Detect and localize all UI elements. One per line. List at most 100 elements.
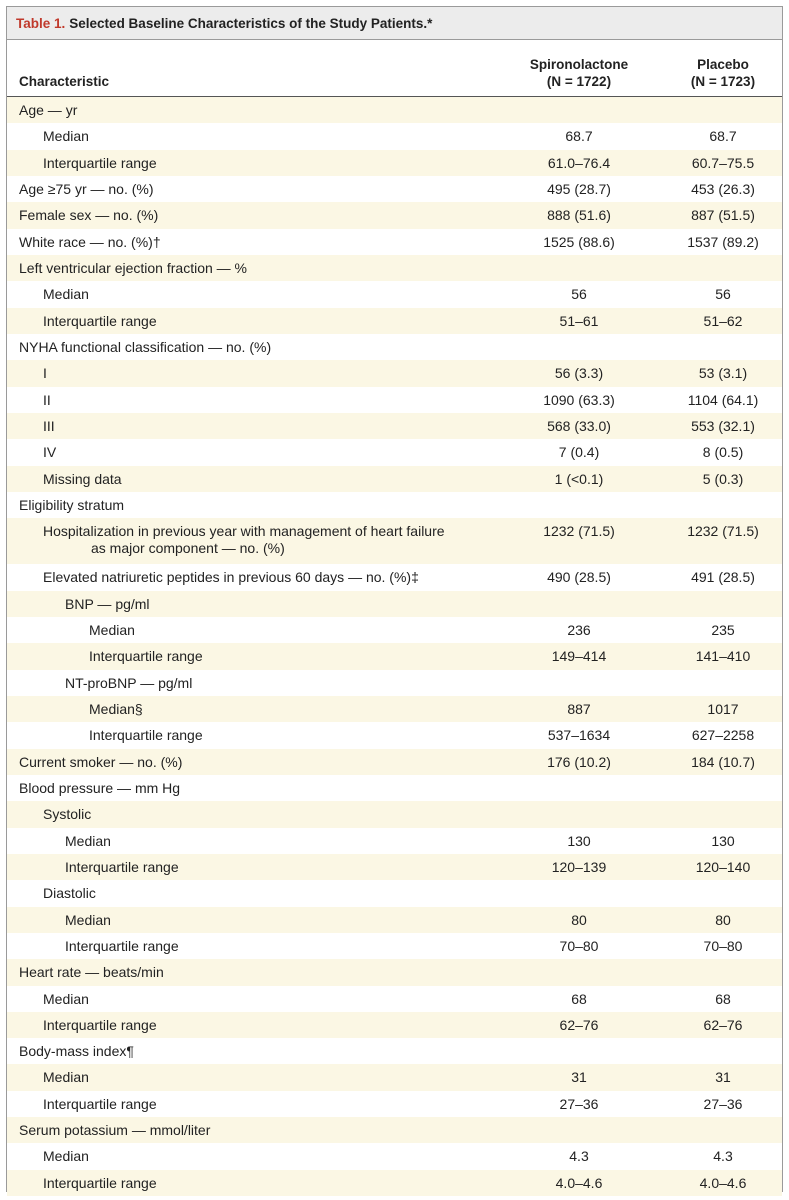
header-rule [7, 96, 782, 97]
cell-placebo: 8 (0.5) [702, 444, 744, 461]
cell-spironolactone: 887 [567, 700, 591, 717]
row-label: Median [43, 1148, 89, 1165]
row-label-text: Interquartile range [43, 312, 157, 329]
table-row: Interquartile range 120–139 120–140 [7, 853, 782, 881]
row-label: IV [43, 444, 56, 461]
row-label: Female sex — no. (%) [19, 207, 158, 224]
cell-placebo: 235 [711, 621, 735, 638]
row-label-text: Left ventricular ejection fraction — % [19, 259, 247, 276]
table-row: III 568 (33.0) 553 (32.1) [7, 412, 782, 440]
table-row: Blood pressure — mm Hg [7, 775, 782, 801]
cell-placebo: 130 [711, 832, 735, 849]
row-label: Current smoker — no. (%) [19, 754, 182, 771]
table-row: Median 4.3 4.3 [7, 1143, 782, 1169]
row-label: III [43, 418, 55, 435]
table-row: Median 68 68 [7, 986, 782, 1012]
table-row: Age ≥75 yr — no. (%) 495 (28.7) 453 (26.3) [7, 176, 782, 202]
cell-spironolactone: 7 (0.4) [558, 444, 600, 461]
row-label-text: Median§ [89, 700, 143, 717]
table-row: Interquartile range 61.0–76.4 60.7–75.5 [7, 149, 782, 176]
table-row: White race — no. (%)† 1525 (88.6) 1537 (89… [7, 229, 782, 255]
cell-placebo: 27–36 [703, 1095, 743, 1112]
row-label-text: Eligibility stratum [19, 496, 125, 513]
row-label-text: Serum potassium — mmol/liter [19, 1122, 211, 1139]
row-label: Left ventricular ejection fraction — % [19, 260, 247, 277]
cell-placebo: 887 (51.5) [691, 207, 755, 224]
row-label-text: NYHA functional classification — no. (%) [19, 338, 272, 355]
row-label: Missing data [43, 471, 122, 488]
cell-placebo: 120–140 [695, 858, 751, 875]
row-label-text: BNP — pg/ml [65, 595, 150, 612]
header-col2-name: Placebo [697, 57, 749, 72]
row-label: Age — yr [19, 102, 77, 119]
table-row: Median 130 130 [7, 828, 782, 854]
row-label: Heart rate — beats/min [19, 964, 164, 981]
cell-spironolactone: 495 (28.7) [547, 180, 611, 197]
table-row: II 1090 (63.3) 1104 (64.1) [7, 387, 782, 413]
cell-spironolactone: 568 (33.0) [547, 417, 611, 434]
row-label-text: I [43, 365, 47, 382]
cell-spironolactone: 31 [571, 1069, 587, 1086]
row-label-text: Age ≥75 yr — no. (%) [19, 180, 154, 197]
cell-placebo: 491 (28.5) [691, 569, 755, 586]
row-label: Interquartile range [89, 727, 203, 744]
row-label-text: White race — no. (%)† [19, 233, 161, 250]
cell-spironolactone: 27–36 [559, 1095, 599, 1112]
cell-spironolactone: 4.3 [569, 1148, 589, 1165]
table-row: Median 56 56 [7, 281, 782, 307]
cell-spironolactone: 80 [571, 911, 587, 928]
table-row: Heart rate — beats/min [7, 959, 782, 986]
table-header: Characteristic Spironolactone (N = 1722)… [7, 40, 782, 96]
cell-placebo: 553 (32.1) [691, 417, 755, 434]
table-row: NT-proBNP — pg/ml [7, 670, 782, 696]
table-row: BNP — pg/ml [7, 590, 782, 617]
row-label-text: Body-mass index¶ [19, 1043, 134, 1060]
cell-spironolactone: 236 [567, 621, 591, 638]
row-label-text: IV [43, 444, 57, 461]
header-col2-n: (N = 1723) [690, 74, 756, 89]
table-row: Hospitalization in previous year with ma… [7, 518, 782, 565]
row-label-text: II [43, 391, 51, 408]
row-label-text: Median [43, 1069, 89, 1086]
cell-spironolactone: 888 (51.6) [547, 207, 611, 224]
header-col1-n: (N = 1722) [546, 74, 612, 89]
row-label-text: Interquartile range [43, 154, 157, 171]
row-label-text: Median [43, 990, 89, 1007]
cell-placebo: 1017 [707, 700, 739, 717]
cell-placebo: 68 [715, 990, 731, 1007]
table-row: Female sex — no. (%) 888 (51.6) 887 (51.5) [7, 202, 782, 229]
cell-placebo: 51–62 [703, 312, 743, 329]
cell-spironolactone: 51–61 [559, 312, 599, 329]
cell-placebo: 56 [715, 286, 731, 303]
table-caption: Selected Baseline Characteristics of the… [69, 15, 433, 31]
table-body: Age — yr Median 68.7 68.7 Interquartile rang… [7, 97, 782, 1197]
header-spironolactone: Spironolactone (N = 1722) [509, 56, 649, 90]
table-row: Eligibility stratum [7, 492, 782, 518]
row-label: NT-proBNP — pg/ml [65, 675, 192, 692]
row-label-text: Heart rate — beats/min [19, 964, 164, 981]
table-row: Elevated natriuretic peptides in previou… [7, 564, 782, 590]
row-label: Body-mass index¶ [19, 1043, 134, 1060]
cell-placebo: 4.0–4.6 [699, 1174, 747, 1191]
row-label: Eligibility stratum [19, 497, 124, 514]
row-label-text: Diastolic [43, 885, 96, 902]
table-row: Systolic [7, 801, 782, 828]
table-row: Left ventricular ejection fraction — % [7, 254, 782, 282]
cell-spironolactone: 68.7 [565, 128, 593, 145]
cell-spironolactone: 1090 (63.3) [543, 391, 615, 408]
table-row: NYHA functional classification — no. (%) [7, 334, 782, 360]
row-label-text: Blood pressure — mm Hg [19, 779, 181, 796]
row-label: BNP — pg/ml [65, 596, 150, 613]
cell-spironolactone: 1 (<0.1) [554, 470, 604, 487]
row-label-text: Interquartile range [43, 1174, 157, 1191]
table-row: Serum potassium — mmol/liter [7, 1117, 782, 1144]
row-label-text: Interquartile range [65, 937, 179, 954]
cell-placebo: 68.7 [709, 128, 737, 145]
cell-placebo: 627–2258 [691, 727, 755, 744]
cell-placebo: 141–410 [695, 648, 751, 665]
table-row: Age — yr [7, 97, 782, 124]
cell-placebo: 70–80 [703, 937, 743, 954]
table-row: Median 68.7 68.7 [7, 123, 782, 149]
row-label-text: Age — yr [19, 102, 78, 118]
row-label: Median [43, 1069, 89, 1086]
